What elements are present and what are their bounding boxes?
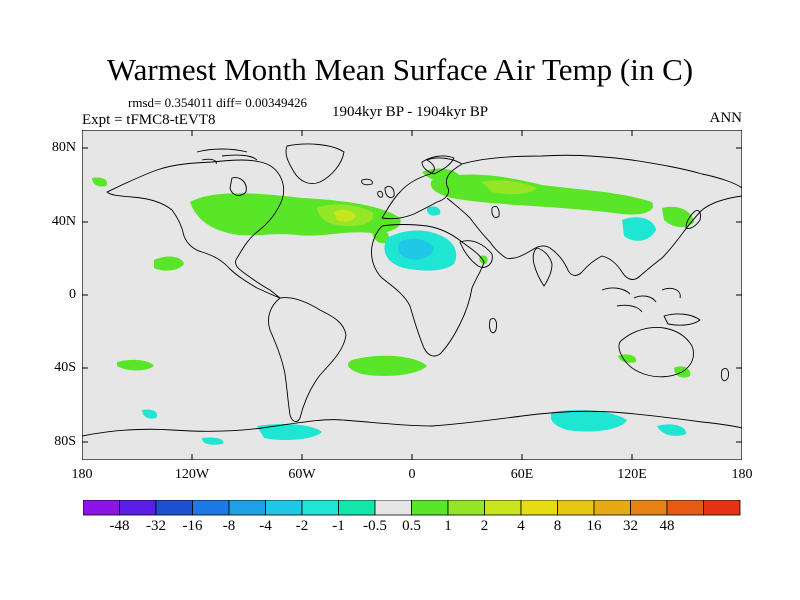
north-america-coast — [106, 159, 285, 299]
colorbar-box — [265, 500, 303, 516]
asia-coast — [446, 154, 742, 280]
lon-label-0: 0 — [408, 467, 416, 482]
colorbar-label: 48 — [659, 518, 675, 534]
british-isles — [377, 185, 395, 199]
southeast-asia-islands — [601, 287, 681, 313]
lon-label-120w: 120W — [174, 467, 210, 482]
sahara-cool-core — [398, 238, 434, 260]
colorbar-box — [447, 500, 485, 516]
colorbar-label: -1 — [332, 518, 345, 534]
period-label: 1904kyr BP - 1904kyr BP — [331, 104, 489, 120]
pacific-warm-patch — [154, 256, 184, 271]
pacific-cool-1 — [142, 409, 158, 419]
longitude-ticks — [191, 130, 633, 460]
iceland — [361, 178, 373, 186]
colorbar-label: 0.5 — [402, 518, 421, 534]
colorbar-box — [630, 500, 668, 516]
period-label-wrap: 1904kyr BP - 1904kyr BP — [0, 104, 800, 121]
lon-label-180-right: 180 — [731, 467, 753, 482]
colorbar-box — [411, 500, 449, 516]
antarctica-coast — [82, 410, 742, 437]
colorbar-box — [301, 500, 339, 516]
lon-label-180-left: 180 — [71, 467, 93, 482]
east-asia-cool — [622, 217, 656, 241]
antarctic-cool-2 — [550, 410, 627, 432]
india — [532, 247, 553, 287]
colorbar-box — [374, 500, 412, 516]
colorbar-label: 4 — [517, 518, 525, 534]
colorbar-label: -16 — [182, 518, 203, 534]
colorbar-label: 16 — [586, 518, 602, 534]
colorbar-label: -0.5 — [363, 518, 387, 534]
arabian-peninsula — [459, 240, 493, 268]
colorbar — [83, 500, 741, 516]
warm-anomaly-regions — [92, 168, 694, 378]
lat-label-0: 0 — [69, 287, 76, 302]
map-background — [82, 130, 742, 460]
world-map — [82, 130, 742, 460]
season-label: ANN — [709, 110, 743, 126]
coastlines — [82, 143, 742, 437]
antarctic-cool-1 — [257, 424, 322, 440]
siberia-warm — [422, 168, 460, 182]
colorbar-box — [557, 500, 595, 516]
south-atlantic-warm — [347, 355, 427, 376]
scandinavia — [421, 155, 455, 175]
latitude-ticks — [82, 147, 742, 443]
colorbar-label: -48 — [109, 518, 130, 534]
new-zealand — [721, 367, 729, 382]
madagascar — [489, 318, 497, 334]
new-guinea — [663, 313, 701, 326]
colorbar-box — [666, 500, 704, 516]
stats-text: rmsd= 0.354011 diff= 0.00349426 — [128, 95, 307, 110]
east-asia-warm — [662, 206, 694, 228]
colorbar-box — [520, 500, 558, 516]
north-pacific-warm-patch — [92, 177, 108, 187]
greenland — [285, 143, 345, 184]
experiment-label: Expt = tFMC8-tEVT8 — [82, 112, 216, 128]
colorbar-label: -4 — [259, 518, 272, 534]
north-atlantic-warm-peak — [334, 209, 356, 222]
lon-label-60e: 60E — [510, 467, 534, 482]
colorbar-box — [155, 500, 193, 516]
colorbar-label: -32 — [146, 518, 166, 534]
colorbar-label: -2 — [295, 518, 309, 534]
lon-label-60w: 60W — [288, 467, 316, 482]
colorbar-label: 32 — [623, 518, 638, 534]
colorbar-box — [119, 500, 157, 516]
colorbar-label: 1 — [444, 518, 452, 534]
colorbar-box — [484, 500, 522, 516]
mediterranean-cool — [426, 206, 441, 216]
colorbar-box — [83, 500, 120, 516]
colorbar-box — [703, 500, 741, 516]
colorbar-box — [192, 500, 230, 516]
south-america-coast — [268, 297, 347, 422]
japan — [685, 209, 701, 229]
lat-label-40s: 40S — [54, 360, 76, 375]
lat-label-40n: 40N — [51, 214, 76, 229]
australia-coast — [618, 327, 694, 378]
antarctic-cool-4 — [202, 437, 224, 445]
colorbar-box — [338, 500, 376, 516]
lat-label-80n: 80N — [51, 140, 76, 155]
cool-anomaly-regions — [142, 206, 687, 445]
lat-label-80s: 80S — [54, 434, 76, 449]
colorbar-box — [593, 500, 631, 516]
map-title: Warmest Month Mean Surface Air Temp (in … — [106, 52, 694, 87]
eurasia-warm-core — [482, 180, 537, 195]
colorbar-label: 2 — [480, 518, 489, 534]
colorbar-label: -8 — [222, 518, 236, 534]
africa-coast — [371, 224, 485, 357]
colorbar-box — [228, 500, 266, 516]
caspian-sea — [491, 205, 500, 219]
south-pacific-warm — [117, 359, 154, 371]
canadian-archipelago — [196, 148, 258, 165]
mediterranean-warm — [372, 228, 389, 244]
antarctic-cool-3 — [657, 424, 687, 436]
colorbar-label: 8 — [553, 518, 562, 534]
hudson-bay — [229, 177, 247, 196]
lon-label-120e: 120E — [617, 467, 647, 482]
